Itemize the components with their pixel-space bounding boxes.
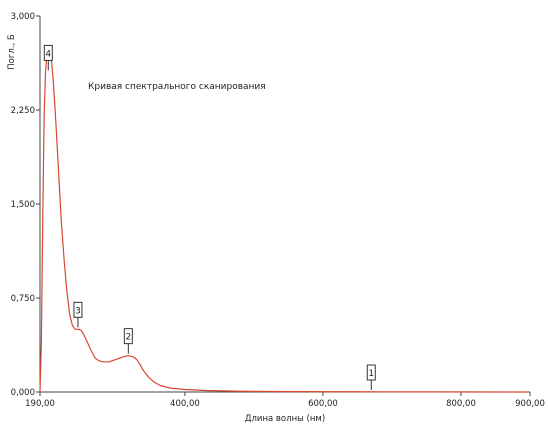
peak-marker: 3: [73, 301, 83, 328]
peak-marker-box: [43, 44, 53, 61]
peak-marker-label: 3: [75, 306, 81, 316]
peak-marker: 1: [366, 364, 376, 390]
x-tick-label: 400,00: [170, 399, 200, 409]
peak-marker-label: 2: [125, 333, 131, 343]
peak-marker-label: 1: [368, 369, 374, 379]
peak-marker-box: [73, 301, 83, 318]
peak-markers: 4 3 2 1: [43, 44, 376, 390]
peak-marker: 2: [123, 328, 133, 354]
x-tick-label: 800,00: [446, 399, 476, 409]
ticks: 0,000 0,750 1,500 2,250 3,000 190,00 400,00 600…: [11, 12, 545, 409]
x-tick-label: 900,00: [515, 399, 545, 409]
y-tick-label: 1,500: [11, 200, 35, 210]
x-tick-label: 190,00: [25, 399, 55, 409]
curve-layer: [39, 45, 531, 393]
spectrum-curve: [39, 45, 531, 393]
y-tick-label: 3,000: [11, 12, 35, 22]
chart-annotation: Кривая спектрального сканирования: [88, 82, 266, 92]
y-tick-label: 0,000: [11, 388, 35, 398]
x-axis-title: Длина волны (нм): [245, 414, 325, 424]
peak-marker-box: [123, 328, 133, 345]
axes: [39, 16, 530, 393]
peak-marker: 4: [43, 44, 53, 71]
peak-marker-box: [366, 364, 376, 381]
y-tick-label: 0,750: [11, 294, 35, 304]
y-tick-label: 2,250: [11, 106, 35, 116]
y-axis-title: Погл., Б: [7, 34, 17, 70]
peak-marker-label: 4: [45, 49, 51, 59]
x-tick-label: 600,00: [308, 399, 338, 409]
